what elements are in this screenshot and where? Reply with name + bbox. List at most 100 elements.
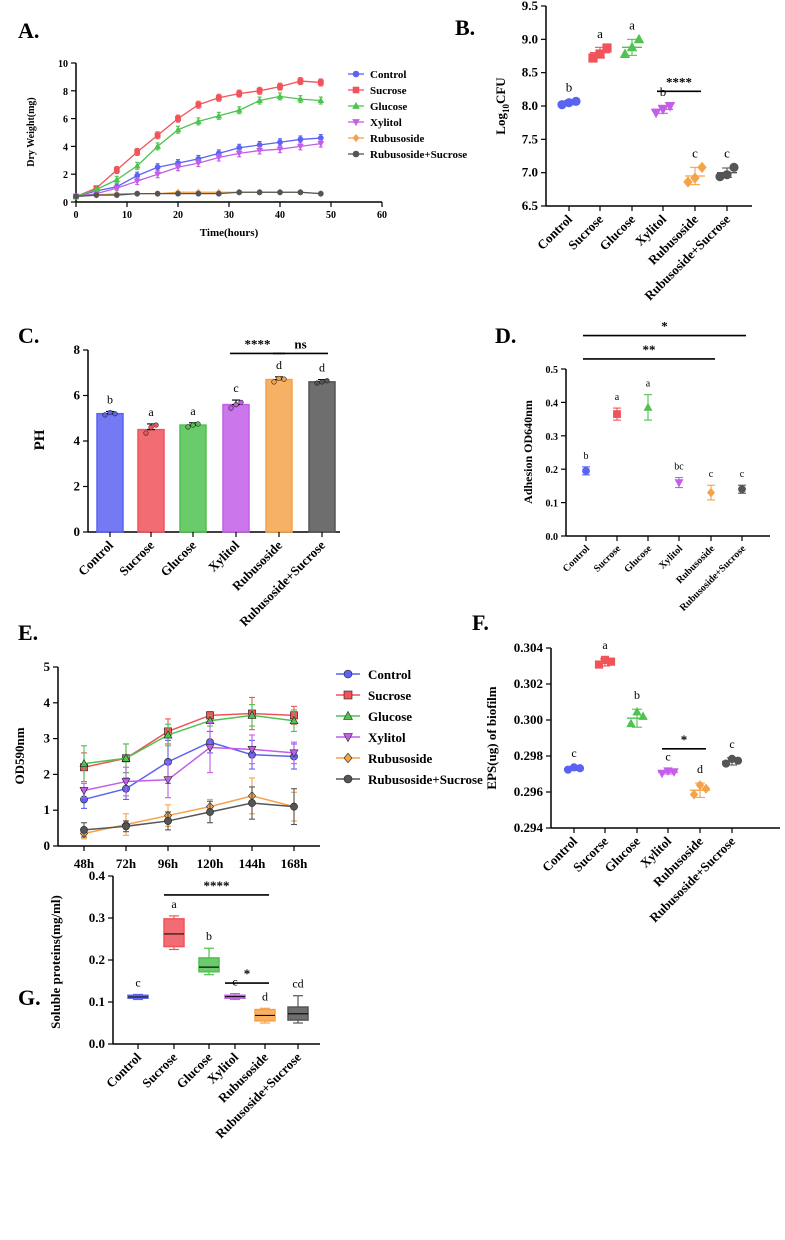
panel-b-y-tick-label: 7.5 bbox=[522, 131, 539, 146]
panel-a-data-point bbox=[133, 178, 141, 185]
panel-a-series-line bbox=[75, 142, 321, 198]
panel-c-label: C. bbox=[18, 323, 39, 348]
panel-e-data-point bbox=[163, 776, 173, 785]
panel-a-data-point bbox=[317, 141, 325, 148]
panel-b-letter-label: a bbox=[629, 17, 635, 32]
panel-e-legend-label: Control bbox=[368, 667, 411, 682]
panel-a: A. 0 2 4 6 8 10 0 10 20 30 40 50 60 Time(hours) Dry Wei… bbox=[18, 18, 467, 239]
panel-d-y-tick-label: 0.1 bbox=[546, 499, 559, 510]
panel-b-y-tick-label: 6.5 bbox=[522, 198, 539, 213]
panel-d-letter-label: a bbox=[646, 379, 651, 390]
panel-e-legend-label: Rubusoside+Sucrose bbox=[368, 772, 483, 787]
panel-e-data-point bbox=[121, 753, 131, 762]
panel-a-legend-marker bbox=[352, 119, 360, 127]
panel-a-data-point bbox=[215, 190, 222, 197]
panel-a-legend-label: Rubusoside bbox=[370, 133, 425, 145]
panel-c-bar bbox=[137, 428, 165, 533]
panel-c-data-point bbox=[238, 399, 244, 405]
panel-e-x-tick-label: 48h bbox=[74, 856, 95, 871]
panel-a-series-line bbox=[75, 80, 321, 198]
panel-e-legend-marker bbox=[343, 669, 353, 679]
panel-e-data-point bbox=[79, 787, 89, 796]
panel-a-x-tick-label: 40 bbox=[275, 210, 285, 221]
panel-c-x-tick-label: Sucrose bbox=[116, 537, 157, 578]
panel-d-data-point bbox=[613, 410, 621, 418]
panel-g-letter-label: a bbox=[171, 897, 177, 911]
panel-d-data-point bbox=[582, 466, 590, 475]
panel-a-data-point bbox=[317, 96, 325, 104]
panel-a-data-point bbox=[317, 79, 324, 86]
panel-c-data-point bbox=[190, 422, 196, 428]
panel-a-data-point bbox=[154, 132, 161, 139]
panel-b-y-tick-label: 9.0 bbox=[522, 31, 538, 46]
panel-a-legend-label: Glucose bbox=[370, 101, 407, 113]
panel-a-data-point bbox=[236, 90, 243, 97]
panel-a-data-point bbox=[154, 164, 161, 171]
panel-f-letter-label: d bbox=[697, 762, 703, 776]
panel-c-bar bbox=[308, 381, 336, 533]
panel-a-data-point bbox=[297, 78, 304, 84]
panel-a-data-point bbox=[297, 136, 304, 143]
panel-a-series-line bbox=[75, 137, 321, 198]
panel-c-bar bbox=[222, 403, 250, 533]
panel-e-data-point bbox=[79, 758, 89, 768]
panel-d: D. 0.0 0.1 0.2 0.3 0.4 0.5 Adhesion OD640nm b Con… bbox=[495, 319, 770, 614]
panel-c-letter-label: a bbox=[148, 405, 154, 419]
panel-c-data-point bbox=[195, 421, 201, 427]
panel-c-significance-label: **** bbox=[245, 336, 271, 351]
panel-a-data-point bbox=[195, 160, 202, 167]
panel-a-y-tick-label: 4 bbox=[63, 142, 68, 153]
panel-b-y-tick-label: 8.0 bbox=[522, 98, 538, 113]
panel-a-legend-marker bbox=[352, 101, 360, 109]
panel-d-label: D. bbox=[495, 323, 516, 348]
panel-e-y-tick-label: 2 bbox=[44, 766, 51, 781]
panel-e-legend-label: Sucrose bbox=[368, 688, 411, 703]
panel-d-data-point bbox=[738, 485, 746, 494]
panel-c-y-tick-label: 6 bbox=[74, 388, 81, 403]
panel-f-letter-label: c bbox=[729, 737, 734, 751]
panel-e-label: E. bbox=[18, 620, 38, 645]
panel-d-x-tick-label: Control bbox=[561, 543, 592, 574]
panel-c-bar bbox=[179, 424, 207, 533]
panel-a-data-point bbox=[154, 171, 161, 178]
panel-g-letter-label: c bbox=[232, 975, 237, 989]
panel-c-data-point bbox=[314, 380, 320, 386]
panel-a-data-point bbox=[113, 185, 121, 192]
panel-g-y-tick-label: 0.1 bbox=[89, 994, 105, 1009]
panel-e-legend-marker bbox=[343, 690, 353, 700]
panel-a-data-point bbox=[317, 190, 324, 197]
panel-a-data-point bbox=[195, 190, 202, 197]
panel-d-letter-label: c bbox=[740, 469, 745, 480]
panel-e-series-line bbox=[83, 714, 295, 765]
panel-c-y-tick-label: 2 bbox=[74, 479, 81, 494]
panel-c-data-point bbox=[271, 379, 277, 385]
panel-c-bar bbox=[265, 378, 293, 533]
panel-a-data-point bbox=[134, 190, 141, 197]
panel-f-y-tick-label: 0.304 bbox=[514, 640, 544, 655]
panel-c-data-point bbox=[112, 411, 118, 417]
panel-a-y-tick-label: 0 bbox=[63, 198, 68, 209]
panel-f-y-tick-label: 0.294 bbox=[514, 820, 544, 835]
panel-c-y-axis-label: PH bbox=[32, 429, 48, 450]
panel-c-y-tick-label: 4 bbox=[74, 433, 81, 448]
panel-c-letter-label: b bbox=[107, 392, 113, 406]
panel-f-data-point bbox=[701, 783, 711, 794]
panel-a-data-point bbox=[174, 126, 182, 133]
panel-b-letter-label: b bbox=[566, 79, 573, 94]
panel-a-data-point bbox=[154, 190, 161, 197]
panel-a-y-tick-label: 2 bbox=[63, 170, 68, 181]
panel-d-y-tick-label: 0.2 bbox=[546, 465, 559, 476]
panel-c-letter-label: c bbox=[233, 381, 238, 395]
panel-c-x-tick-label: Glucose bbox=[157, 537, 199, 579]
panel-e-data-point bbox=[248, 799, 256, 807]
panel-f-significance-label: * bbox=[681, 732, 688, 747]
panel-a-data-point bbox=[133, 162, 141, 169]
panel-a-data-point bbox=[276, 92, 284, 99]
panel-a-data-point bbox=[297, 143, 304, 151]
panel-c-data-point bbox=[153, 422, 159, 428]
panel-f-y-tick-label: 0.298 bbox=[514, 748, 544, 763]
panel-f-y-axis-label: EPS(ug) of biofilm bbox=[484, 686, 499, 789]
panel-e-y-tick-label: 4 bbox=[44, 695, 51, 710]
panel-e-x-tick-label: 72h bbox=[116, 856, 137, 871]
panel-g-y-tick-label: 0.3 bbox=[89, 910, 106, 925]
